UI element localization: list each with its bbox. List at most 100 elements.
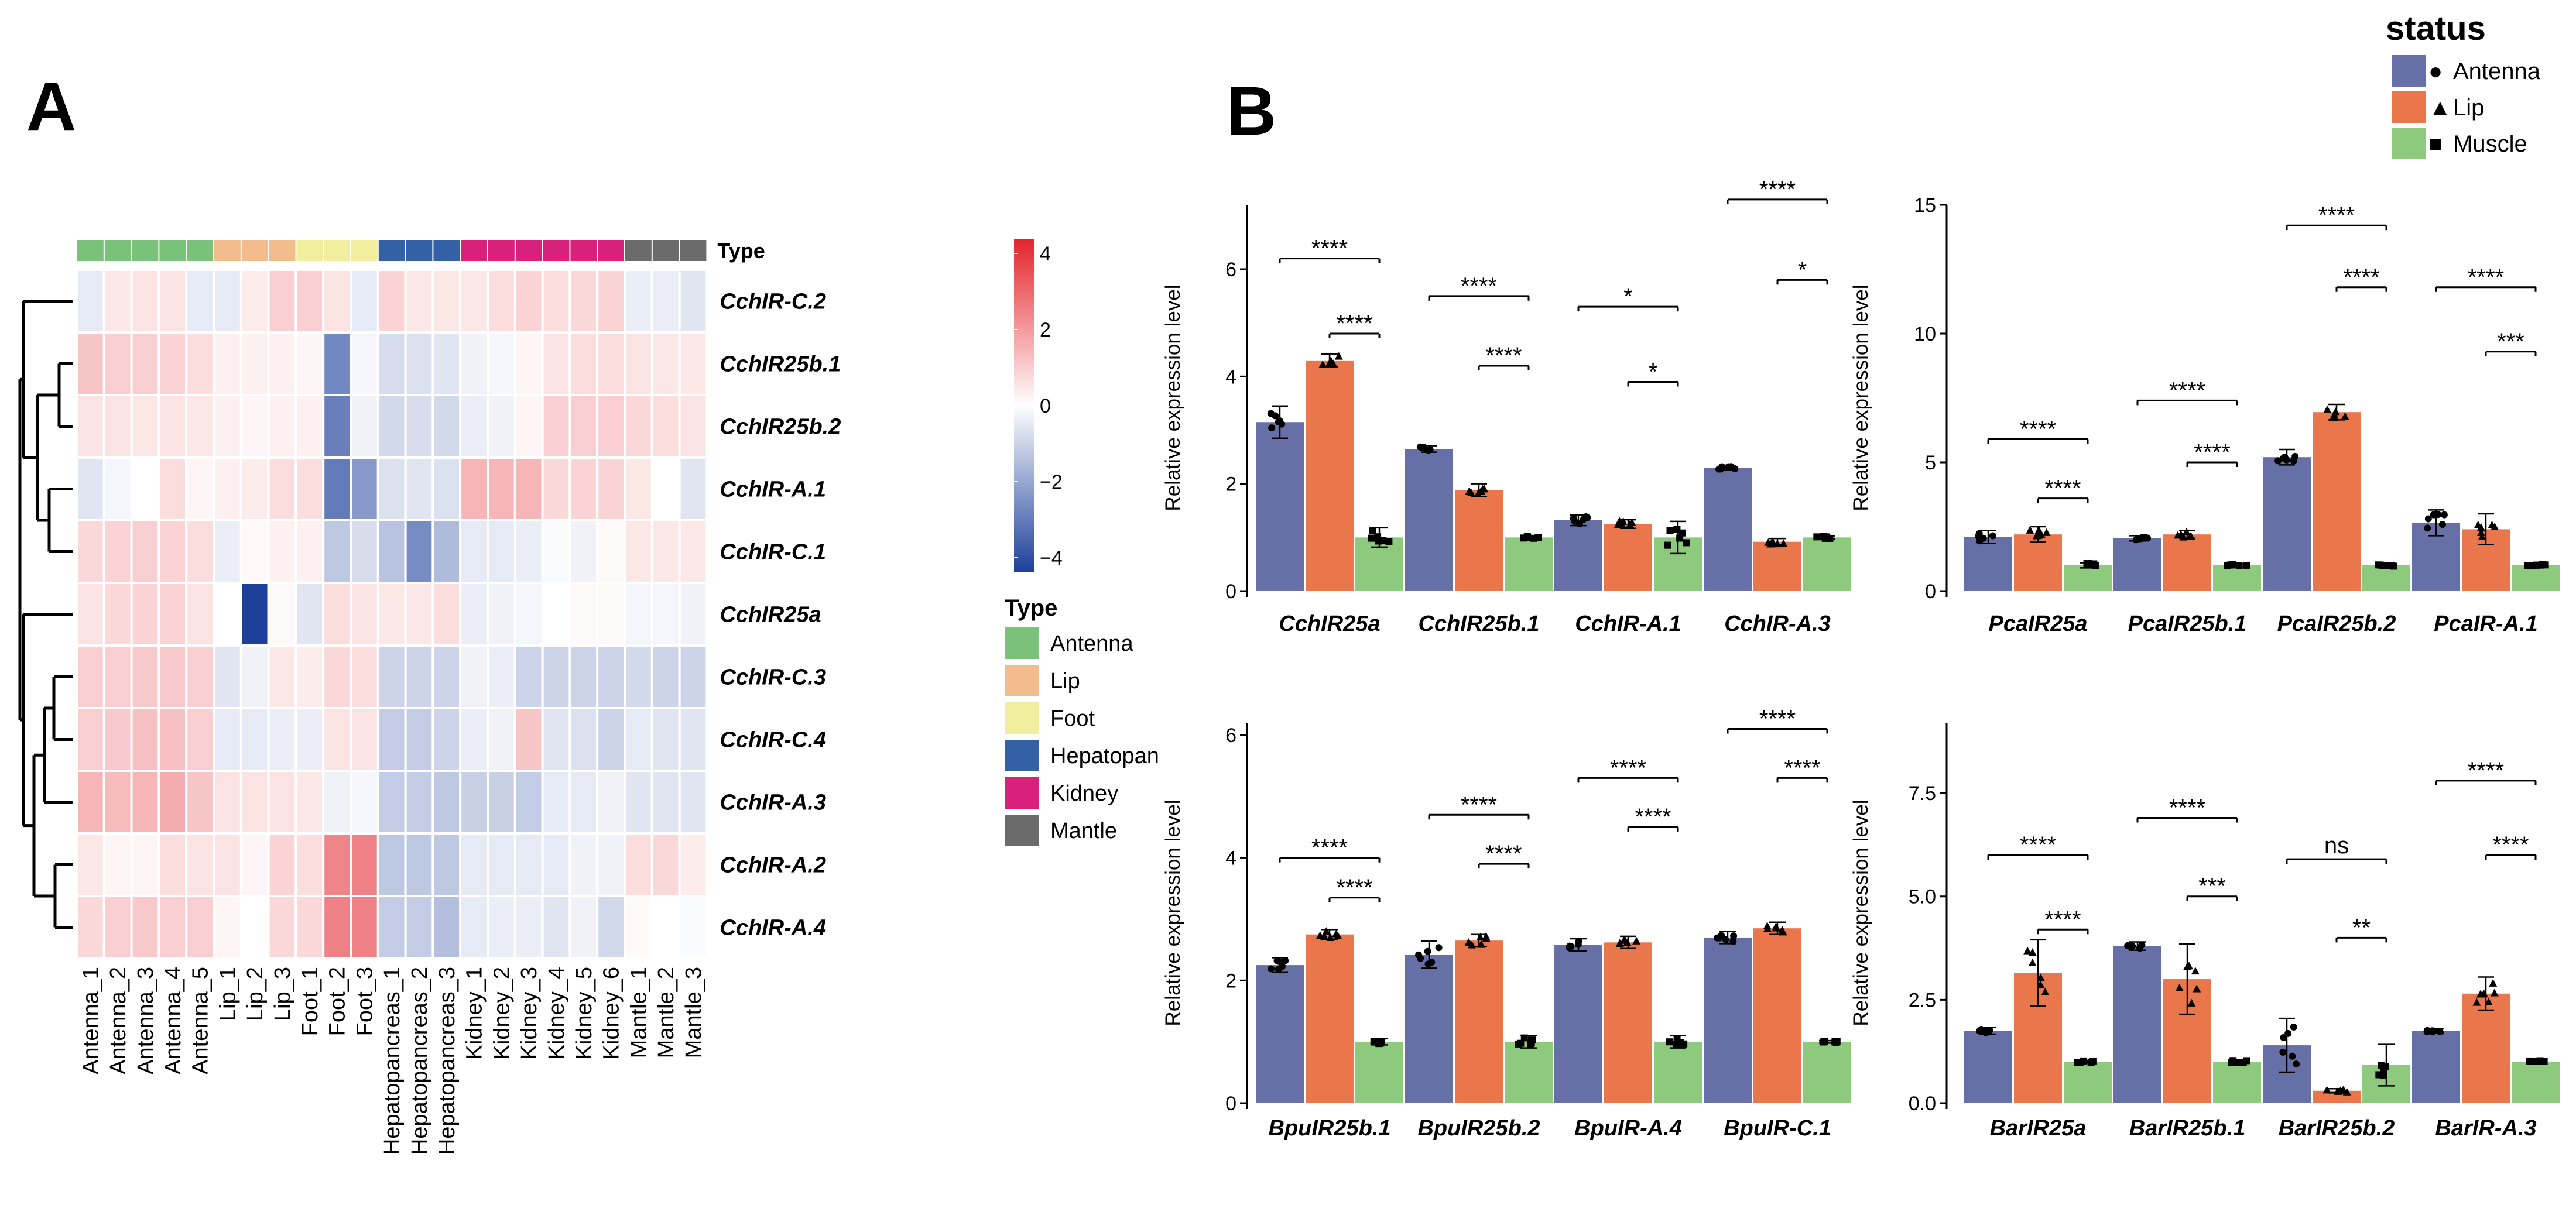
heatmap-cell: [596, 269, 626, 334]
heatmap-column-label: Mantle_3: [681, 967, 706, 1058]
data-point: [2438, 521, 2446, 528]
heatmap-row-label: CchIR25b.2: [720, 415, 841, 440]
status-legend-swatch: [2392, 55, 2426, 87]
heatmap-cell: [624, 582, 653, 647]
type-strip-header: Type: [717, 239, 765, 263]
data-point: [2041, 987, 2050, 995]
data-point: [1272, 412, 1279, 420]
heatmap-cell: [350, 331, 379, 396]
heatmap-cell: [596, 456, 626, 521]
significance-label: ****: [1485, 841, 1522, 867]
significance-label: ****: [2020, 832, 2056, 858]
type-strip-cell: [241, 240, 268, 261]
heatmap-cell: [102, 582, 133, 647]
data-point: [2323, 405, 2332, 413]
heatmap-cell: [157, 331, 188, 396]
data-point: [2023, 946, 2032, 955]
heatmap-column-label: Lip_3: [270, 967, 295, 1021]
data-point: [2274, 457, 2282, 465]
heatmap-cell: [213, 832, 242, 897]
heatmap-cell: [650, 456, 681, 521]
heatmap-cell: [102, 269, 133, 334]
heatmap-cell: [130, 707, 160, 772]
heatmap-cell: [568, 394, 599, 459]
significance-label: ****: [2169, 795, 2205, 821]
status-legend-symbol: ●: [2428, 59, 2443, 84]
data-point: [2424, 524, 2431, 532]
significance-label: ***: [2497, 329, 2524, 355]
colorbar-tick-label: −2: [1040, 471, 1063, 493]
error-bar: [2279, 1017, 2295, 1073]
status-legend-label: Antenna: [2453, 59, 2541, 84]
heatmap-cell: [102, 707, 133, 772]
heatmap-cell: [350, 394, 379, 459]
bar-antenna: [1964, 1031, 2012, 1103]
data-point: [1985, 1028, 1992, 1036]
data-point: [1478, 485, 1487, 493]
significance-bracket: [1627, 826, 1679, 832]
heatmap-cell: [459, 456, 489, 521]
type-strip-cell: [159, 240, 186, 261]
heatmap-cell: [185, 269, 215, 334]
significance-label: ****: [1461, 792, 1497, 818]
heatmap-cell: [431, 707, 462, 772]
heatmap-cell: [650, 770, 681, 835]
heatmap-cell: [487, 519, 516, 584]
data-point: [2490, 988, 2499, 997]
significance-bracket: [1279, 258, 1381, 263]
heatmap-cell: [624, 832, 653, 897]
heatmap-cell: [213, 456, 242, 521]
data-point: [2293, 1060, 2300, 1068]
heatmap-cell: [650, 644, 681, 709]
type-strip-cell: [406, 240, 433, 261]
heatmap-cell: [487, 770, 516, 835]
heatmap-cell: [213, 269, 242, 334]
data-point: [2191, 967, 2200, 975]
heatmap-cell: [568, 582, 599, 647]
data-point: [1529, 1036, 1536, 1044]
heatmap-cell: [650, 895, 681, 960]
bar-lip: [1306, 934, 1354, 1103]
data-point: [2124, 942, 2132, 949]
data-point: [1989, 532, 1996, 540]
heatmap-cell: [157, 269, 188, 334]
significance-label: ****: [2492, 832, 2529, 858]
significance-label: ****: [1759, 706, 1796, 732]
heatmap-cell: [322, 770, 352, 835]
heatmap-column-label: Foot_2: [326, 967, 350, 1036]
type-legend-swatch: [1005, 702, 1039, 734]
row-dendrogram: [18, 300, 73, 929]
data-point: [2428, 1027, 2436, 1035]
heatmap-cell: [130, 269, 160, 334]
heatmap-row-label: CchIR-A.4: [720, 916, 826, 940]
significance-bracket: [1328, 897, 1381, 902]
data-point: [2074, 1059, 2081, 1066]
data-point: [1520, 534, 1527, 542]
type-legend-swatch: [1005, 815, 1039, 846]
heatmap-cell: [213, 331, 242, 396]
heatmap-column-label: Hepatopancreas_3: [435, 967, 460, 1155]
heatmap-cell: [404, 394, 434, 459]
data-point: [1615, 517, 1624, 525]
bar-lip: [2313, 412, 2361, 591]
significance-bracket: [2485, 854, 2537, 860]
heatmap-cell: [596, 331, 626, 396]
data-point: [2472, 998, 2481, 1006]
category-label: PcaIR25b.2: [2277, 612, 2396, 636]
type-legend-label: Kidney: [1050, 781, 1118, 806]
heatmap-cell: [322, 582, 352, 647]
bar-antenna: [1704, 937, 1752, 1103]
significance-bracket: [2186, 895, 2238, 901]
heatmap-cell: [459, 644, 489, 709]
data-point: [1725, 463, 1732, 471]
data-point: [1683, 539, 1690, 547]
heatmap-cell: [294, 644, 325, 709]
bar-antenna: [1554, 520, 1602, 591]
type-strip-cell: [570, 240, 597, 261]
significance-label: ****: [1610, 755, 1646, 781]
heatmap-cell: [102, 895, 133, 960]
heatmap-cell: [294, 895, 325, 960]
data-point: [2488, 520, 2496, 528]
heatmap-cell: [459, 832, 489, 897]
heatmap-cell: [130, 644, 160, 709]
